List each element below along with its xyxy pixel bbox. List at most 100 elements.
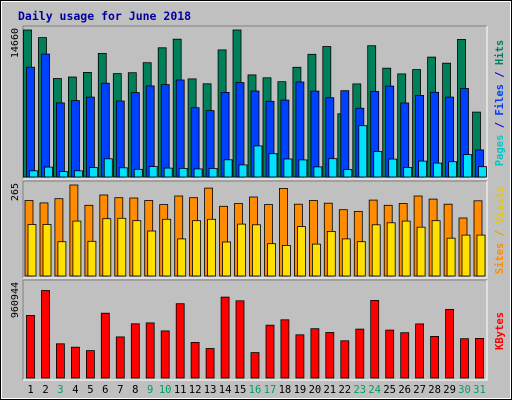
bar-kbytes-day-25 — [385, 329, 395, 379]
bar-files-day-20 — [310, 90, 320, 178]
x-tick-label-day-30: 30 — [458, 384, 471, 396]
bar-visits-day-3 — [57, 241, 67, 277]
bar-kbytes-day-10 — [160, 330, 170, 379]
bar-files-day-8 — [130, 92, 140, 178]
bar-files-day-4 — [71, 100, 80, 178]
bar-pages-day-15 — [238, 164, 248, 178]
bar-pages-day-18 — [283, 158, 293, 178]
bar-kbytes-day-30 — [460, 338, 469, 379]
legend-part: Files — [494, 84, 506, 116]
legend-part: / — [494, 224, 506, 243]
bar-pages-day-31 — [478, 166, 487, 178]
bar-visits-day-6 — [102, 218, 112, 277]
bar-visits-day-28 — [431, 220, 441, 277]
bar-pages-day-7 — [118, 167, 128, 178]
bar-pages-day-21 — [328, 158, 338, 178]
bar-files-day-15 — [235, 82, 245, 178]
bar-files-day-5 — [86, 96, 95, 178]
bar-kbytes-day-3 — [56, 343, 65, 379]
panel-middle: 265 — [10, 180, 488, 279]
x-tick-label-day-25: 25 — [383, 384, 396, 396]
bar-files-day-3 — [56, 102, 65, 178]
bar-kbytes-day-20 — [310, 328, 320, 379]
bar-visits-day-5 — [87, 240, 97, 277]
bar-files-day-12 — [190, 107, 200, 178]
bar-files-day-26 — [400, 102, 410, 178]
bar-kbytes-day-1 — [26, 314, 35, 379]
panel-bevel-dark — [22, 25, 487, 179]
bar-pages-day-6 — [103, 158, 113, 178]
x-axis-tick-labels: 1 2 3 4 5 6 7 8 9 10 11 12 13 14 15 16 17 18 19 20 21 22 23 24 2… — [27, 384, 485, 396]
x-tick-label-day-31: 31 — [473, 384, 486, 396]
x-tick-label-day-19: 19 — [294, 384, 307, 396]
bar-visits-day-21 — [326, 230, 336, 277]
bar-kbytes-day-5 — [86, 350, 95, 379]
bar-kbytes-day-27 — [415, 323, 425, 379]
legend-part: Visits — [494, 186, 506, 224]
bar-visits-day-8 — [132, 220, 142, 277]
bar-pages-day-11 — [178, 167, 188, 178]
legend-middle: Sites / Visits — [494, 186, 506, 275]
bar-pages-day-20 — [313, 166, 323, 178]
bar-pages-day-23 — [358, 125, 368, 178]
bar-visits-day-24 — [371, 224, 381, 277]
panel-bottom: 960944 — [10, 279, 488, 381]
bar-files-day-22 — [340, 90, 350, 178]
bar-visits-day-27 — [416, 226, 426, 277]
panel-bevel-light — [23, 26, 488, 180]
bar-pages-day-4 — [74, 170, 83, 178]
legend-part: / — [494, 116, 506, 135]
bar-kbytes-day-24 — [370, 299, 380, 379]
bar-kbytes-day-22 — [340, 340, 350, 379]
bar-kbytes-day-18 — [280, 319, 290, 379]
bar-visits-day-20 — [311, 243, 321, 277]
bar-pages-day-2 — [44, 166, 53, 178]
bar-visits-day-7 — [117, 217, 127, 277]
x-tick-label-day-1: 1 — [27, 384, 33, 396]
bar-visits-day-22 — [341, 238, 351, 277]
panel-bevel-light — [23, 280, 488, 381]
bar-pages-day-19 — [298, 159, 308, 178]
legend-bottom: KBytes — [494, 312, 506, 350]
panel-bevel-light — [23, 181, 488, 279]
bar-kbytes-day-31 — [475, 337, 484, 379]
bar-kbytes-day-26 — [400, 332, 410, 379]
bar-visits-day-9 — [147, 230, 157, 277]
x-tick-label-day-2: 2 — [42, 384, 48, 396]
bar-visits-day-30 — [461, 234, 471, 277]
bar-files-day-2 — [41, 53, 50, 178]
bar-visits-day-4 — [72, 220, 82, 277]
bar-visits-day-12 — [192, 220, 202, 277]
bar-pages-day-14 — [223, 159, 233, 178]
bar-pages-day-26 — [403, 166, 413, 178]
bar-visits-day-10 — [162, 218, 172, 277]
bar-kbytes-day-13 — [205, 348, 215, 379]
bar-visits-day-23 — [356, 241, 366, 277]
bar-visits-day-2 — [42, 224, 52, 277]
bar-kbytes-day-15 — [235, 300, 245, 379]
bar-kbytes-day-7 — [115, 336, 125, 379]
bar-pages-day-9 — [148, 166, 158, 178]
bar-kbytes-day-8 — [130, 323, 140, 379]
x-tick-label-day-3: 3 — [57, 384, 63, 396]
bar-visits-day-1 — [27, 224, 37, 277]
bar-visits-day-17 — [267, 243, 276, 277]
x-tick-label-day-6: 6 — [102, 384, 108, 396]
bar-kbytes-day-6 — [100, 312, 110, 379]
bar-pages-day-16 — [253, 145, 263, 178]
bar-pages-day-3 — [59, 171, 68, 178]
legend-part: Hits — [494, 40, 506, 65]
bar-pages-day-30 — [463, 154, 472, 178]
legend-top: Pages / Files / Hits — [494, 40, 506, 166]
x-tick-label-day-11: 11 — [174, 384, 187, 396]
bar-visits-day-31 — [476, 234, 486, 277]
bar-visits-day-13 — [207, 218, 217, 277]
bar-kbytes-day-2 — [41, 290, 50, 379]
x-tick-label-day-27: 27 — [413, 384, 426, 396]
y-axis-max-label: 265 — [10, 183, 21, 201]
bar-kbytes-day-21 — [325, 332, 335, 379]
bar-files-day-1 — [26, 66, 35, 178]
x-tick-label-day-4: 4 — [72, 384, 78, 396]
x-tick-label-day-14: 14 — [219, 384, 232, 396]
